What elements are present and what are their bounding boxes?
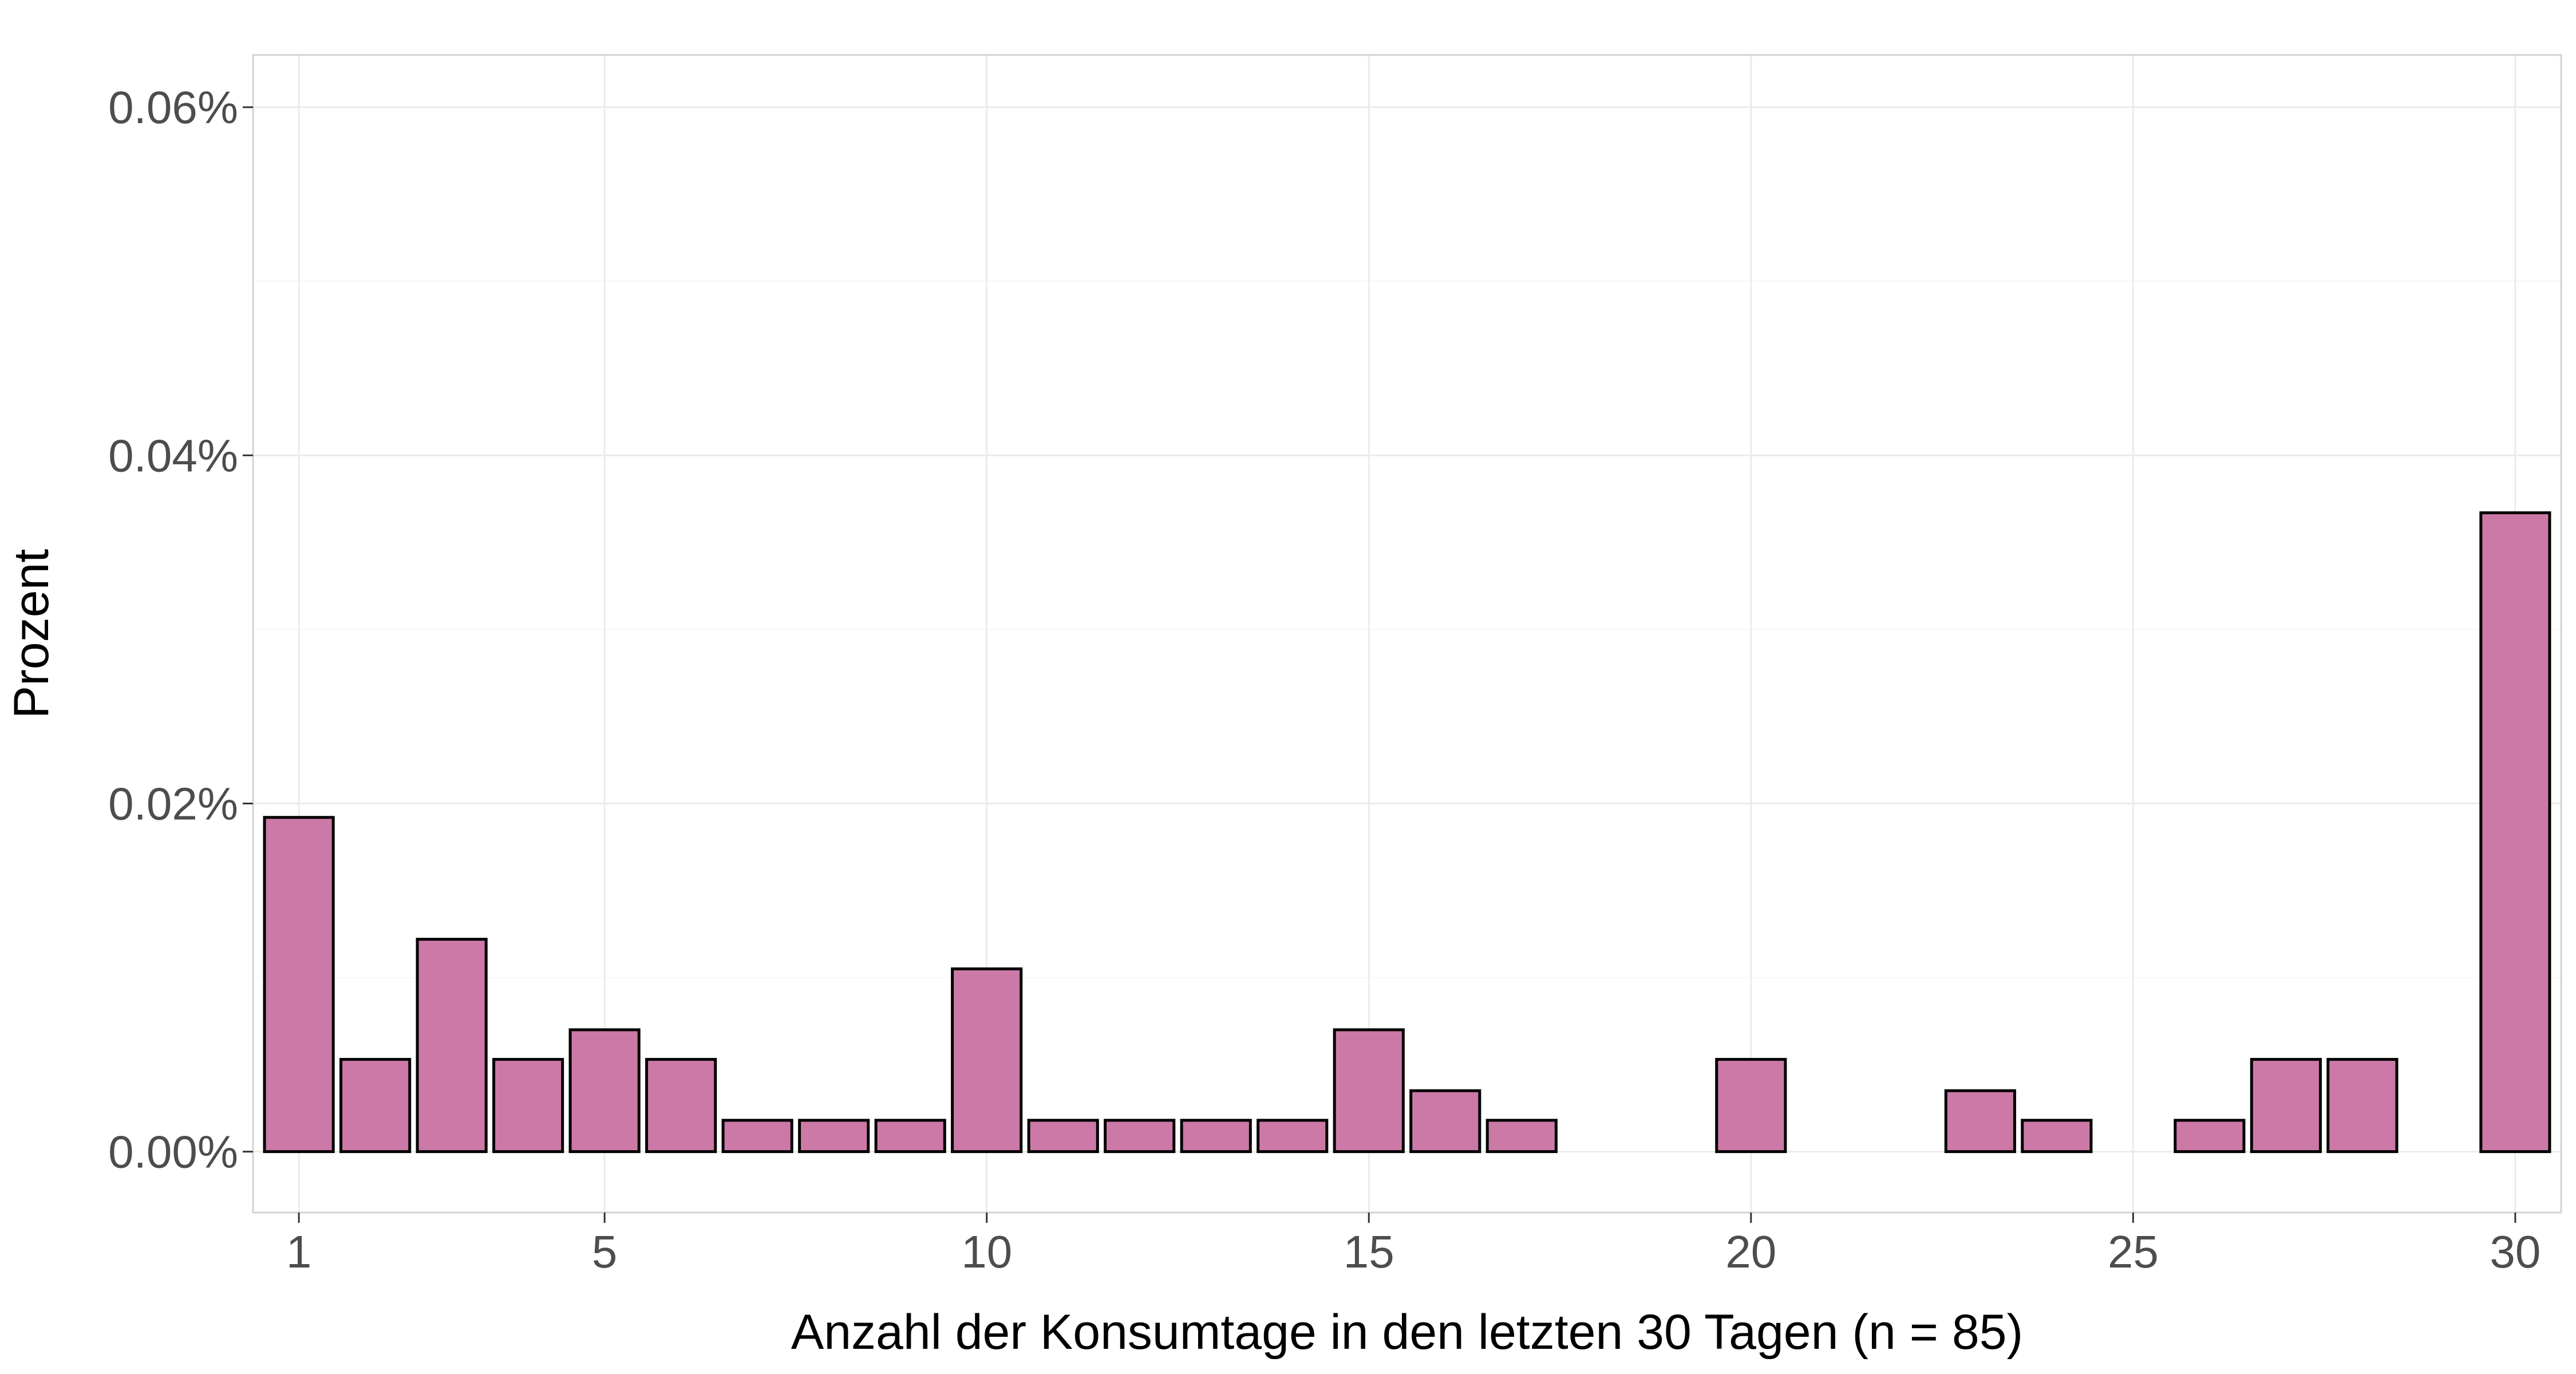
bar (2326, 1057, 2399, 1154)
bar (721, 1119, 793, 1154)
bar (339, 1057, 412, 1154)
y-axis-ticks: 0.00% 0.02% 0.04% 0.06% (108, 82, 253, 1178)
x-tick-label: 25 (2108, 1226, 2159, 1277)
bar (1027, 1119, 1099, 1154)
bars (263, 511, 2551, 1154)
y-tick-label: 0.06% (108, 82, 238, 133)
bar (1333, 1028, 1405, 1154)
x-tick-label: 10 (961, 1226, 1012, 1277)
bar (2250, 1057, 2322, 1154)
bar (568, 1028, 641, 1154)
bar (1409, 1089, 1481, 1154)
bar (416, 938, 488, 1154)
bar (1944, 1089, 2016, 1154)
bar (874, 1119, 946, 1154)
y-axis-title: Prozent (4, 549, 59, 718)
bar (798, 1119, 870, 1154)
x-tick-label: 30 (2490, 1226, 2541, 1277)
bar (2174, 1119, 2246, 1154)
y-tick-label: 0.02% (108, 778, 238, 829)
x-tick-label: 5 (592, 1226, 618, 1277)
x-tick-label: 20 (1725, 1226, 1776, 1277)
bar (951, 967, 1023, 1154)
x-axis-title: Anzahl der Konsumtage in den letzten 30 … (791, 1305, 2023, 1360)
bar (645, 1057, 717, 1154)
bar (492, 1057, 564, 1154)
panel-border (252, 54, 2562, 1214)
bar (1180, 1119, 1252, 1154)
bar (1715, 1057, 1787, 1154)
x-tick-label: 15 (1344, 1226, 1394, 1277)
bar (1104, 1119, 1176, 1154)
bar (2021, 1119, 2093, 1154)
x-tick-label: 1 (286, 1226, 312, 1277)
bar (2479, 511, 2551, 1154)
y-tick-label: 0.04% (108, 430, 238, 481)
bar (1257, 1119, 1329, 1154)
y-tick-label: 0.00% (108, 1127, 238, 1178)
bar (263, 816, 335, 1154)
x-axis-ticks: 1 5 10 15 20 25 30 (286, 1213, 2541, 1277)
bar (1485, 1119, 1558, 1154)
